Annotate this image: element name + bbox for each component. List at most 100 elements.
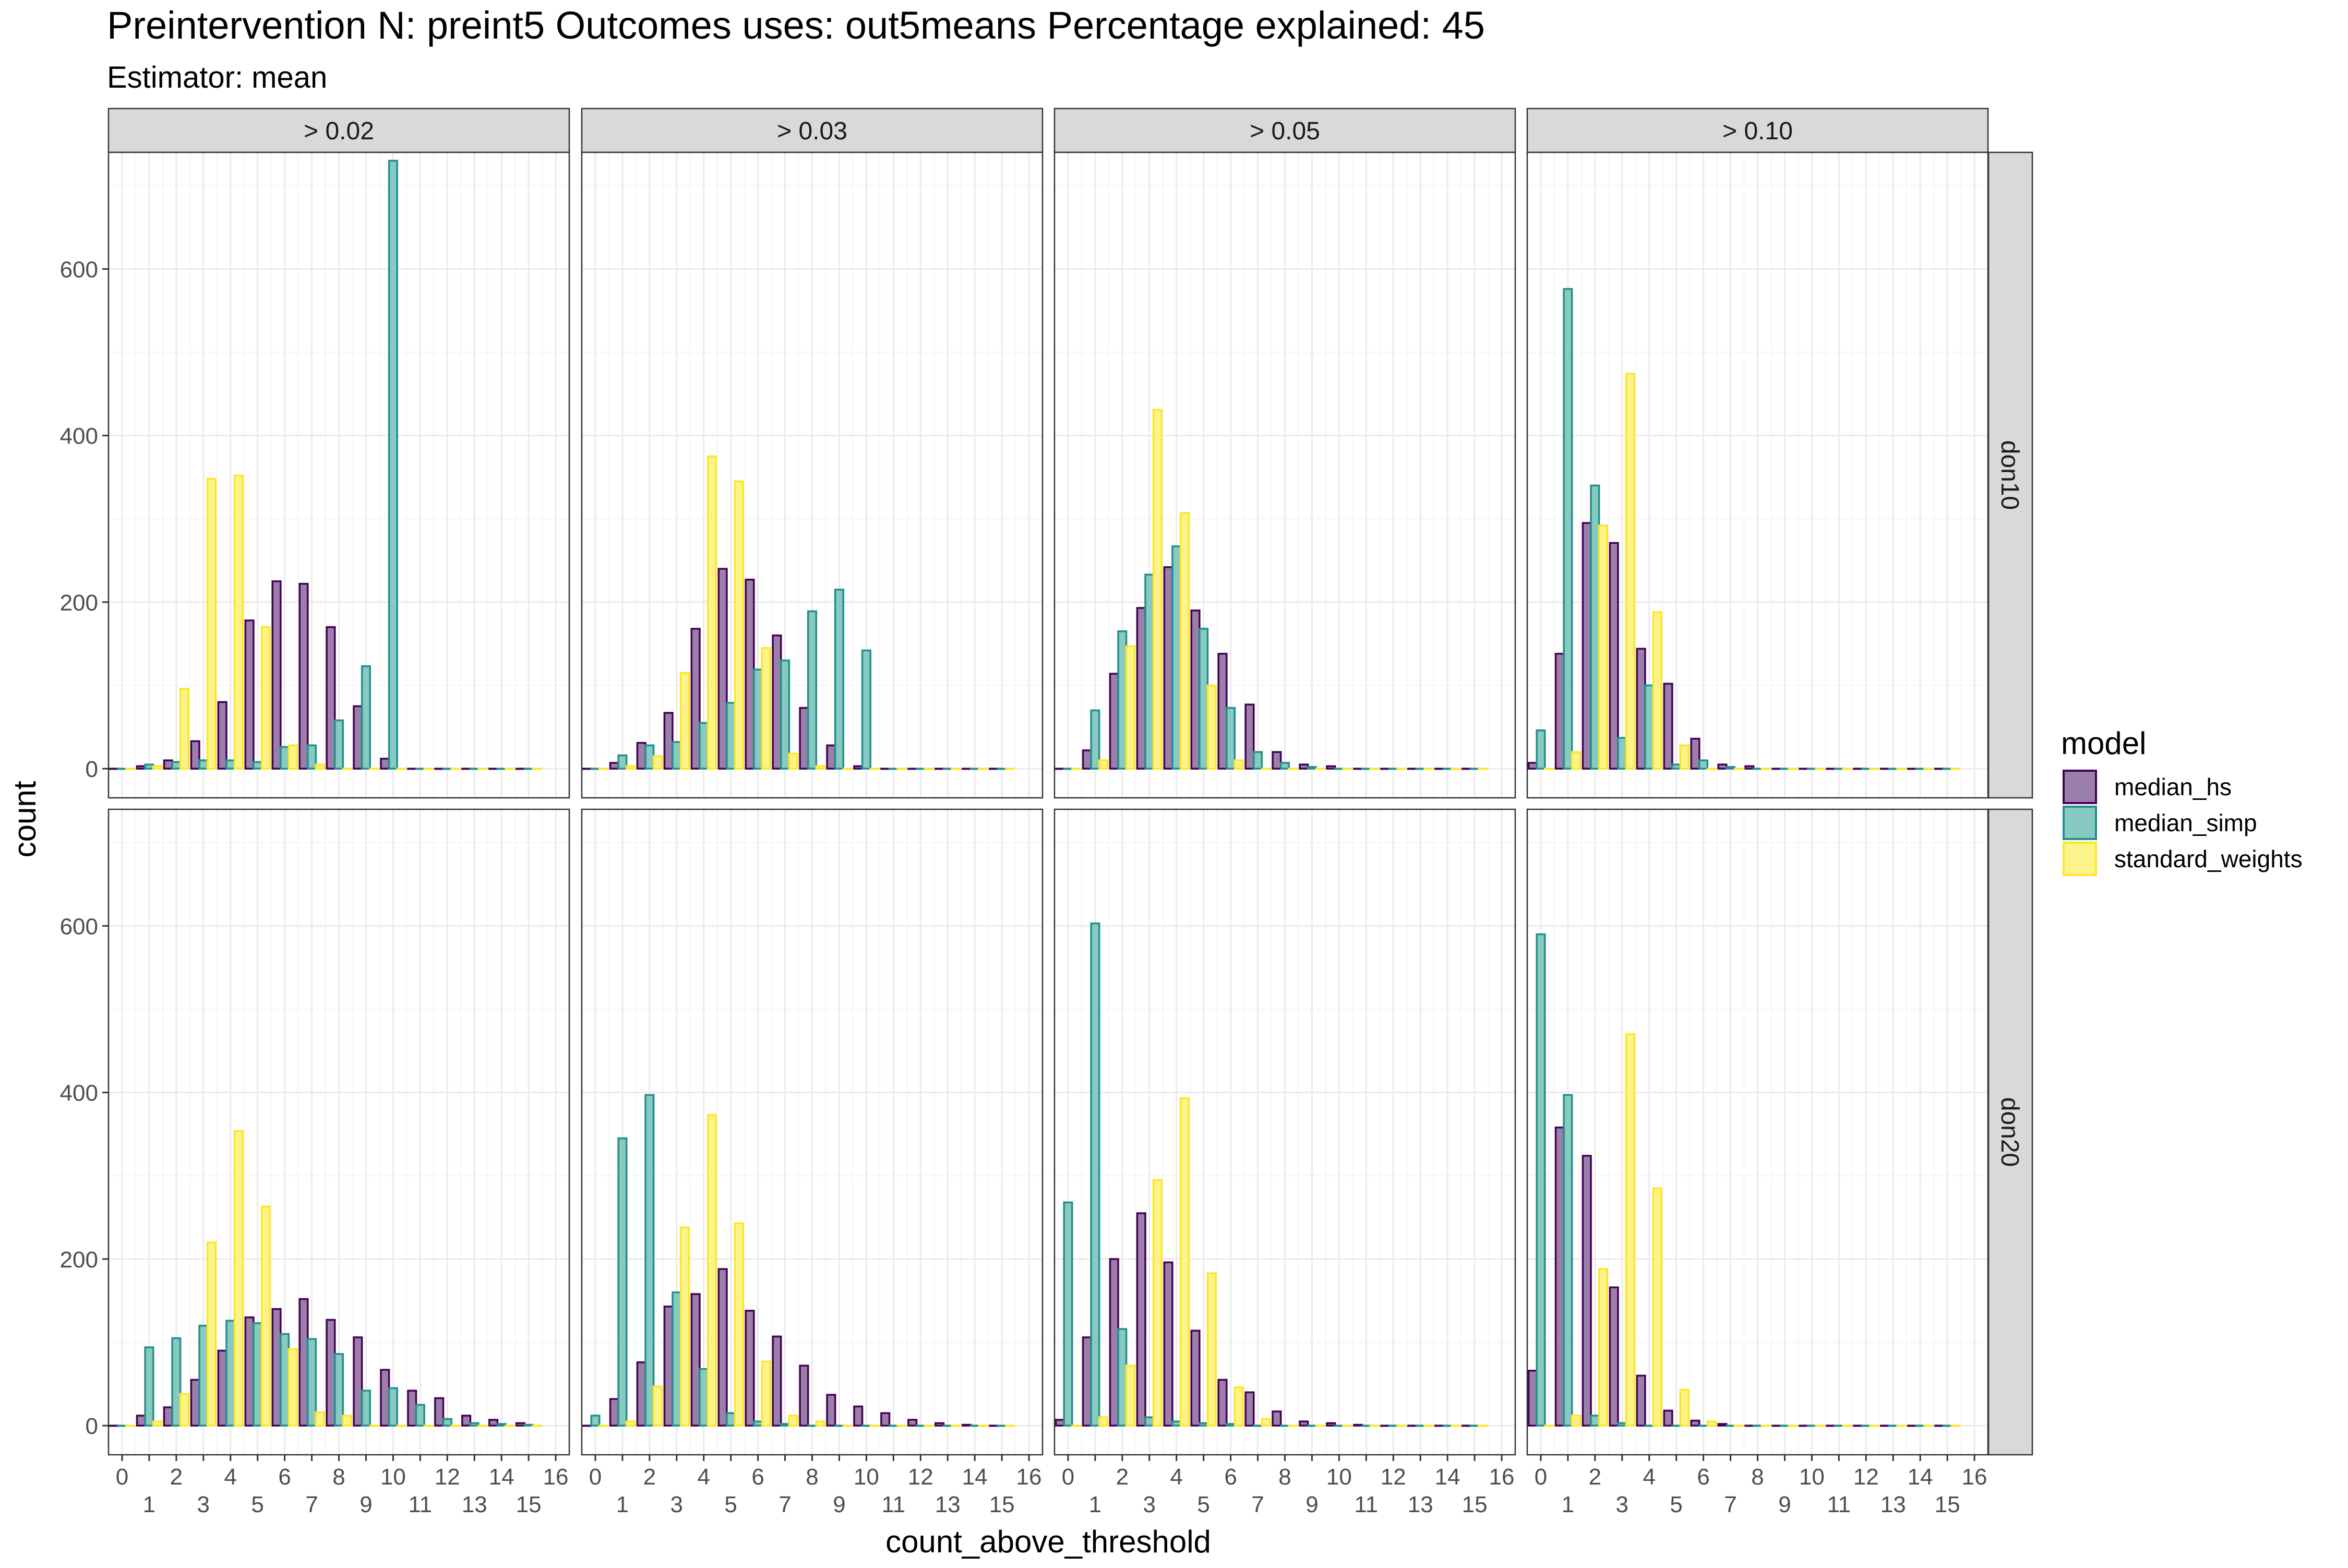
x-tick-label: 16: [1016, 1464, 1042, 1490]
bar: [706, 1114, 717, 1427]
y-tick-label: 400: [60, 424, 98, 449]
y-tick-label: 0: [86, 757, 98, 782]
bar: [271, 580, 282, 770]
bar: [1636, 648, 1646, 770]
bar: [1226, 1423, 1236, 1427]
bar: [307, 1338, 317, 1427]
bar: [1098, 759, 1109, 770]
bar: [1690, 737, 1700, 770]
x-tick-label: 4: [224, 1464, 236, 1490]
x-tick-label: 4: [697, 1464, 710, 1490]
x-tick-label: 14: [962, 1464, 988, 1490]
facet-panel: [1526, 151, 1989, 799]
bar: [717, 1268, 728, 1427]
bar: [307, 744, 317, 770]
bar: [1679, 1389, 1690, 1427]
bar: [1163, 1261, 1173, 1427]
bar: [799, 1364, 809, 1427]
bar: [1636, 1374, 1646, 1427]
strip-label: > 0.03: [777, 117, 847, 145]
bar: [361, 1390, 371, 1427]
legend-title: model: [2061, 726, 2146, 761]
x-tick-label: 6: [1224, 1464, 1237, 1490]
bar: [1244, 1391, 1255, 1427]
bar: [1090, 922, 1100, 1427]
bar: [1098, 1416, 1109, 1427]
bar: [726, 1412, 736, 1427]
bar: [590, 1415, 601, 1427]
x-tick-label: 0: [116, 1464, 128, 1490]
bar: [434, 1397, 445, 1427]
bar: [826, 1394, 836, 1427]
bar: [361, 665, 371, 770]
bar: [617, 754, 628, 770]
x-tick-label: 13: [462, 1492, 487, 1517]
chart-subtitle: Estimator: mean: [107, 61, 327, 94]
bar: [1272, 751, 1282, 770]
bar: [271, 1308, 282, 1427]
bar: [1144, 1416, 1155, 1427]
bar: [1671, 763, 1682, 770]
bar: [1652, 611, 1662, 770]
x-tick-label: 8: [806, 1464, 818, 1490]
bar: [1136, 607, 1146, 770]
bar: [353, 705, 363, 770]
bar: [380, 1369, 390, 1427]
bar: [1055, 1419, 1065, 1427]
bar: [815, 765, 825, 770]
bar: [1206, 684, 1217, 770]
bar: [206, 477, 217, 770]
x-tick-label: 16: [1962, 1464, 1987, 1490]
bar: [280, 1333, 290, 1427]
bar: [1109, 1258, 1119, 1427]
bar: [287, 744, 298, 770]
x-tick-label: 12: [1853, 1464, 1879, 1490]
bar: [672, 741, 682, 770]
facet-panels: > 0.02 > 0.03 > 0.05 > 0.10don10don20020040…: [60, 107, 2033, 1517]
legend-label: median_simp: [2114, 809, 2257, 836]
bar: [152, 765, 163, 770]
bar: [853, 765, 864, 770]
bar: [388, 160, 398, 770]
strip-label: don20: [1996, 1097, 2023, 1167]
bar: [179, 1393, 189, 1427]
bar: [1617, 737, 1627, 770]
facet-column-strip: > 0.02: [107, 107, 570, 153]
bar: [1279, 762, 1290, 770]
bar: [1082, 749, 1092, 770]
bar: [171, 1337, 182, 1427]
facet-panel: [1053, 151, 1516, 799]
bar: [388, 1387, 398, 1427]
bar: [1609, 542, 1619, 770]
bar: [353, 1336, 363, 1427]
x-tick-label: 14: [489, 1464, 514, 1490]
x-tick-label: 0: [589, 1464, 602, 1490]
bar: [861, 649, 871, 770]
bar: [496, 1423, 507, 1427]
bar: [1717, 763, 1728, 770]
bar: [706, 455, 717, 770]
bar: [1563, 1094, 1573, 1427]
bar: [636, 1361, 646, 1427]
bar: [1063, 1201, 1073, 1427]
bar: [644, 744, 655, 770]
legend-item: standard_weights: [2063, 842, 2303, 876]
x-tick-label: 15: [1462, 1492, 1488, 1517]
bar: [1726, 766, 1736, 770]
strip-background: [107, 107, 570, 153]
bar: [826, 744, 836, 770]
bar: [815, 1420, 825, 1427]
x-tick-label: 7: [305, 1492, 318, 1517]
bar: [753, 1420, 763, 1427]
bar: [407, 1390, 417, 1427]
bar: [609, 1398, 619, 1427]
strip-label: > 0.02: [304, 117, 374, 145]
bar: [1226, 707, 1236, 770]
bar: [1617, 1422, 1627, 1427]
bar: [442, 1418, 452, 1427]
bar: [1563, 288, 1573, 770]
panel-border: [1526, 151, 1989, 799]
